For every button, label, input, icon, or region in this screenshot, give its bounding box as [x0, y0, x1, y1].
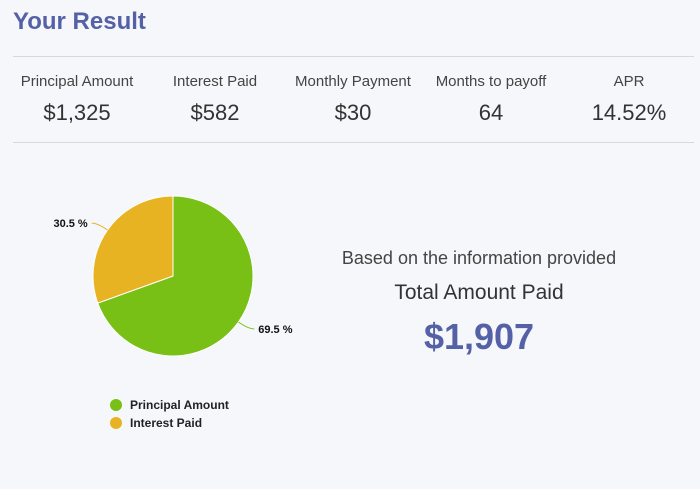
pie-label-principal: 69.5 % [258, 324, 292, 336]
legend-label-interest: Interest Paid [130, 416, 203, 430]
pie-slice-principal[interactable] [97, 195, 254, 357]
chart-legend: Principal Amount Interest Paid [110, 396, 229, 432]
divider-top [13, 56, 694, 57]
divider-middle [13, 142, 694, 143]
stat-months-to-payoff: Months to payoff 64 [436, 72, 547, 126]
legend-item-principal[interactable]: Principal Amount [110, 396, 229, 414]
stat-apr-value: 14.52% [591, 100, 667, 125]
stat-apr-label: APR [613, 73, 645, 90]
stat-principal: Principal Amount $1,325 [21, 72, 134, 126]
stat-months-to-payoff-value: 64 [478, 100, 504, 125]
pie-connector-principal [238, 321, 255, 330]
pie-chart-area: 69.5 % 30.5 % Principal Amount Interest P… [0, 150, 320, 450]
pie-connector-interest [91, 222, 108, 231]
legend-item-interest[interactable]: Interest Paid [110, 414, 229, 432]
summary-total-value: $1,907 [423, 316, 535, 357]
summary-intro: Based on the information provided [341, 248, 617, 268]
stat-apr: APR 14.52% [592, 72, 667, 126]
stat-interest-label: Interest Paid [172, 73, 258, 90]
pie-slice-interest[interactable] [92, 195, 174, 304]
legend-dot-interest [110, 417, 122, 429]
stat-monthly-payment: Monthly Payment $30 [295, 72, 411, 126]
page-title: Your Result [13, 8, 146, 35]
pie-label-interest: 30.5 % [53, 218, 87, 230]
stat-monthly-payment-label: Monthly Payment [295, 73, 411, 90]
stat-interest-value: $582 [190, 100, 240, 125]
pie-chart: 69.5 % 30.5 % [53, 195, 293, 357]
summary-total-label: Total Amount Paid [394, 281, 564, 304]
stats-row: Principal Amount $1,325 Interest Paid $5… [0, 72, 700, 132]
stat-interest: Interest Paid $582 [173, 72, 257, 126]
stat-principal-label: Principal Amount [20, 73, 134, 90]
legend-label-principal: Principal Amount [130, 398, 229, 412]
summary-panel: Based on the information provided Total … [320, 246, 638, 358]
legend-dot-principal [110, 399, 122, 411]
stat-monthly-payment-value: $30 [334, 100, 372, 125]
stat-months-to-payoff-label: Months to payoff [435, 73, 547, 90]
stat-principal-value: $1,325 [43, 100, 111, 125]
